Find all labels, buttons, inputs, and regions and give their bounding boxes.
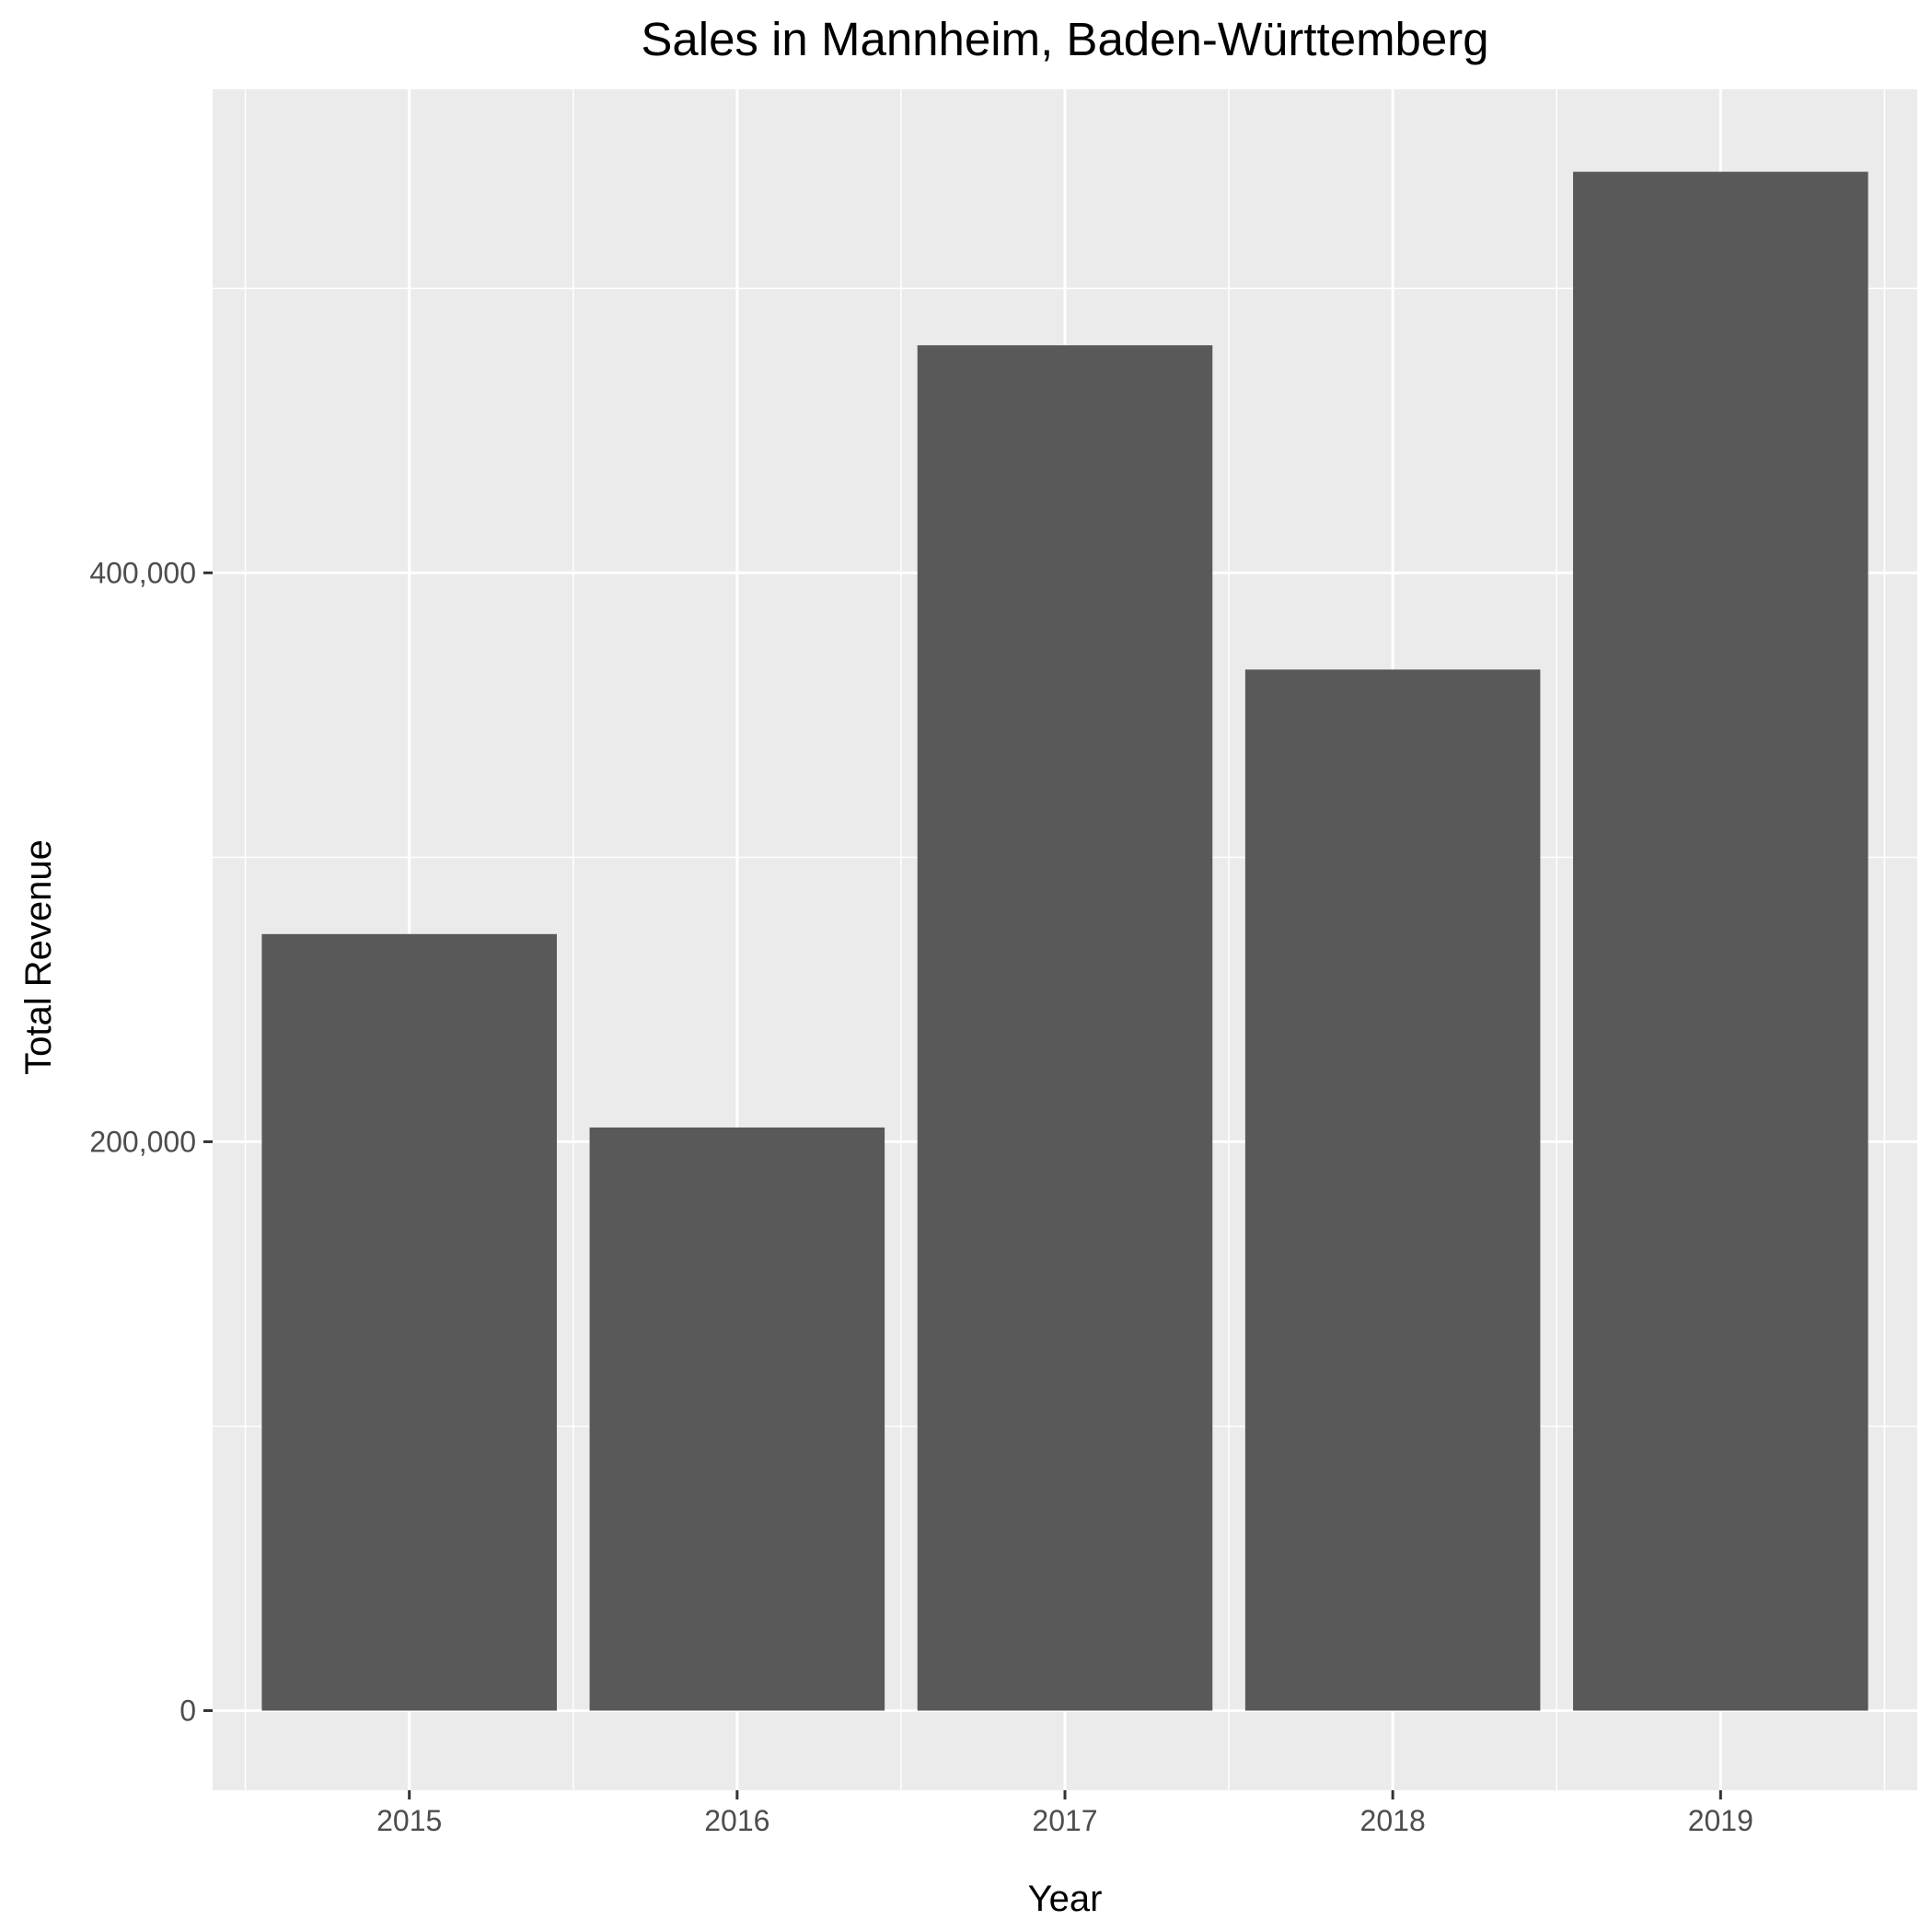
bar-2016 [589,1127,885,1711]
bar-2015 [261,933,557,1711]
y-tick-label: 200,000 [89,1125,196,1158]
y-axis-title: Total Revenue [18,839,59,1075]
chart-title: Sales in Mannheim, Baden-Württemberg [641,13,1488,65]
bar-2017 [917,345,1213,1711]
x-tick-label: 2015 [376,1804,442,1837]
x-axis: 2015 2016 2017 2018 2019 [376,1790,1753,1837]
x-tick-label: 2018 [1360,1804,1426,1837]
y-tick-label: 0 [179,1694,196,1727]
y-axis: 0 200,000 400,000 [89,556,213,1727]
x-tick-label: 2019 [1688,1804,1753,1837]
x-axis-title: Year [1028,1879,1103,1919]
bar-2019 [1573,171,1868,1711]
y-tick-label: 400,000 [89,556,196,589]
x-tick-label: 2017 [1032,1804,1097,1837]
bars [261,171,1868,1711]
bar-2018 [1244,669,1541,1711]
x-tick-label: 2016 [704,1804,769,1837]
